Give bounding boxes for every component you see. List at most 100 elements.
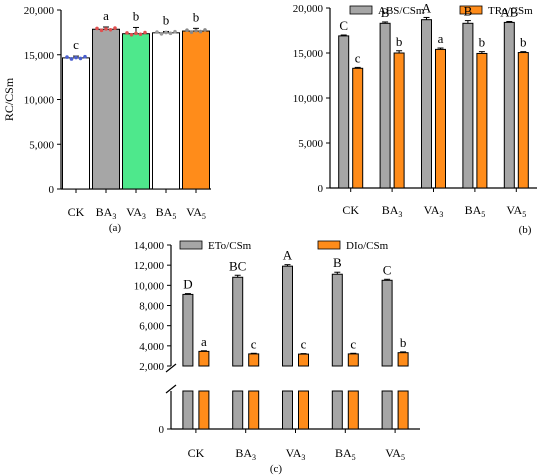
bar [338, 35, 350, 189]
data-point [99, 28, 104, 33]
x-tick-label: CK [342, 203, 359, 217]
y-tick-label: 14,000 [134, 240, 165, 252]
y-tick-label: 4,000 [139, 341, 164, 353]
bar-upper [198, 350, 210, 367]
data-point [159, 32, 164, 36]
x-tick-label: VA3 [424, 203, 444, 219]
x-tick-label: VA5 [385, 446, 405, 462]
significance-letter: B [464, 4, 473, 19]
significance-letter: a [103, 8, 109, 23]
x-tick-label: VA3 [286, 446, 306, 462]
data-point [164, 30, 168, 35]
legend-tro-swatch [459, 5, 483, 15]
x-tick-label: BA3 [382, 203, 403, 219]
significance-letter: AB [500, 5, 518, 20]
bar [352, 67, 364, 189]
y-tick-label: 5,000 [29, 139, 54, 151]
data-point [155, 30, 159, 34]
data-point [65, 55, 69, 59]
y-tick-label: 15,000 [293, 48, 324, 60]
bar-upper [298, 353, 309, 367]
legend-eto-label: ETo/CSm [208, 240, 252, 252]
data-point [95, 26, 99, 31]
y-tick-label: 6,000 [139, 321, 164, 333]
x-tick-label: VA5 [186, 205, 206, 221]
x-tick-label: BA5 [465, 203, 486, 219]
legend-abs-label: ABS/CSm [378, 5, 425, 17]
significance-letter: c [73, 37, 79, 52]
legend-dio-label: DIo/CSm [346, 240, 389, 252]
data-point [203, 28, 207, 32]
significance-letter: c [251, 336, 257, 351]
bar [92, 28, 120, 190]
x-tick-label: BA3 [96, 205, 117, 221]
significance-letter: b [133, 8, 140, 23]
data-point [134, 31, 138, 36]
significance-letter: b [479, 35, 486, 50]
significance-letter: B [381, 5, 390, 20]
panel-label: (c) [270, 463, 283, 475]
bar [379, 22, 391, 189]
bar [62, 57, 90, 190]
y-tick-label: 0 [49, 184, 55, 196]
x-tick-label: CK [68, 205, 85, 219]
y-tick-label: 5,000 [298, 138, 323, 150]
bar-upper [232, 276, 244, 367]
significance-letter: c [350, 336, 356, 351]
significance-letter: b [396, 34, 403, 49]
y-tick-label: 10,000 [293, 93, 324, 105]
significance-letter: C [383, 262, 392, 277]
bar-upper [347, 353, 359, 367]
significance-letter: b [193, 9, 200, 24]
panel-a-rc-chart: 0 5,000 10,000 15,000 20,000 RC/CSm c CK a BA3 b VA… [2, 5, 211, 234]
data-point [104, 27, 108, 31]
x-tick-label: CK [188, 446, 205, 460]
data-point [143, 30, 147, 35]
x-tick-label: VA5 [506, 203, 526, 219]
y-tick-label: 12,000 [134, 260, 165, 272]
bar-lower [282, 390, 293, 430]
bar-upper [182, 293, 194, 367]
panel-b-abs-tro-chart: 0 5,000 10,000 15,000 20,000 ABS/CSm TRo/CSm Cc… [293, 0, 537, 236]
data-point [125, 31, 129, 35]
bar-lower [232, 390, 244, 430]
panel-label: (a) [109, 222, 122, 234]
significance-letter: b [400, 335, 407, 350]
bar-upper [331, 273, 343, 367]
x-tick-label: BA3 [235, 446, 256, 462]
y-tick-label: 0 [159, 424, 165, 436]
axis-break-mark [165, 363, 177, 373]
bar [421, 19, 432, 189]
y-tick-label: 2,000 [139, 361, 164, 373]
bar [476, 52, 488, 189]
data-point [138, 32, 143, 37]
data-point [78, 56, 83, 61]
significance-letter: c [301, 337, 307, 352]
x-tick-label: BA5 [156, 205, 177, 221]
bar-upper [397, 352, 409, 367]
y-tick-label: 15,000 [24, 50, 55, 62]
bar-lower [182, 390, 194, 430]
bar-lower [198, 390, 210, 430]
data-point [173, 29, 177, 34]
legend-dio-swatch [317, 240, 341, 250]
data-point [129, 32, 134, 37]
significance-letter: b [520, 35, 527, 50]
y-axis-label: RC/CSm [2, 77, 16, 121]
significance-letter: A [283, 248, 293, 263]
y-tick-label: 20,000 [24, 5, 55, 17]
bar [462, 22, 474, 189]
data-point [113, 26, 117, 30]
significance-letter: b [163, 12, 170, 27]
bar [122, 33, 150, 190]
bar [435, 48, 446, 189]
legend-tro-label: TRo/CSm [488, 5, 533, 17]
bar-lower [298, 390, 309, 430]
bar-upper [381, 279, 393, 367]
data-point [198, 29, 203, 34]
significance-letter: C [339, 18, 348, 33]
legend-abs-swatch [349, 5, 373, 15]
data-point [194, 28, 198, 33]
data-point [74, 55, 78, 60]
